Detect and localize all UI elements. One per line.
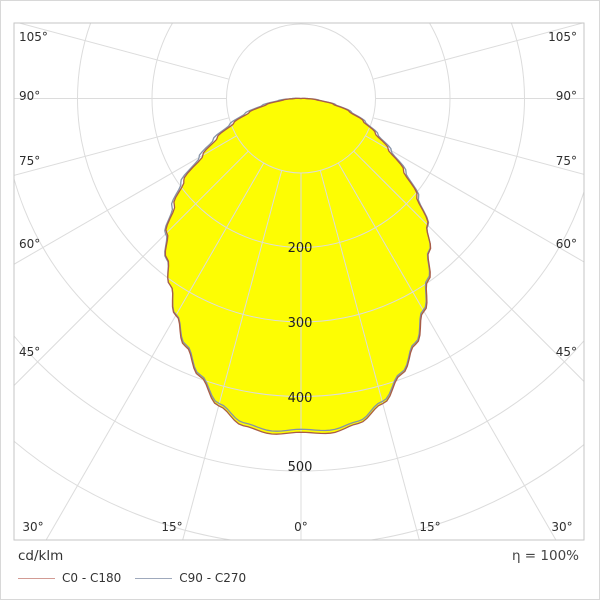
angle-label: 75° xyxy=(556,154,577,168)
angle-label: 45° xyxy=(556,345,577,359)
ring-label: 300 xyxy=(288,316,313,331)
ring-label: 200 xyxy=(288,241,313,256)
angle-label: 90° xyxy=(19,89,40,103)
angle-label: 105° xyxy=(548,30,577,44)
ring-label: 500 xyxy=(288,460,313,475)
beam-fill xyxy=(165,98,431,435)
legend-line-c0-icon xyxy=(18,577,55,579)
legend-label-c90: C90 - C270 xyxy=(179,571,247,585)
angle-label: 15° xyxy=(161,520,182,534)
curve-c90-c270 xyxy=(164,97,431,432)
angle-label: 15° xyxy=(419,520,440,534)
angle-label: 45° xyxy=(19,345,40,359)
angle-label: 60° xyxy=(556,237,577,251)
legend: C0 - C180 C90 - C270 xyxy=(18,571,260,585)
efficiency-label: η = 100% xyxy=(511,548,579,564)
plot-border xyxy=(13,22,585,541)
angle-labels: 105° 90° 75° 60° 45° 30° 15° 0° 15° 30° 45° 60° 75° 9… xyxy=(19,30,577,534)
ring-labels: 200 300 400 500 xyxy=(288,241,313,475)
angle-label: 30° xyxy=(22,520,43,534)
legend-line-c90-icon xyxy=(135,577,173,579)
angle-label: 30° xyxy=(551,520,572,534)
angle-label: 60° xyxy=(19,237,40,251)
unit-label: cd/klm xyxy=(18,548,64,564)
angle-label: 105° xyxy=(19,30,48,44)
angle-label: 0° xyxy=(294,520,308,534)
legend-label-c0: C0 - C180 xyxy=(62,571,122,585)
ring-label: 400 xyxy=(288,391,313,406)
angle-label: 75° xyxy=(19,154,40,168)
angle-label: 90° xyxy=(556,89,577,103)
curve-c0-c180 xyxy=(164,97,432,435)
